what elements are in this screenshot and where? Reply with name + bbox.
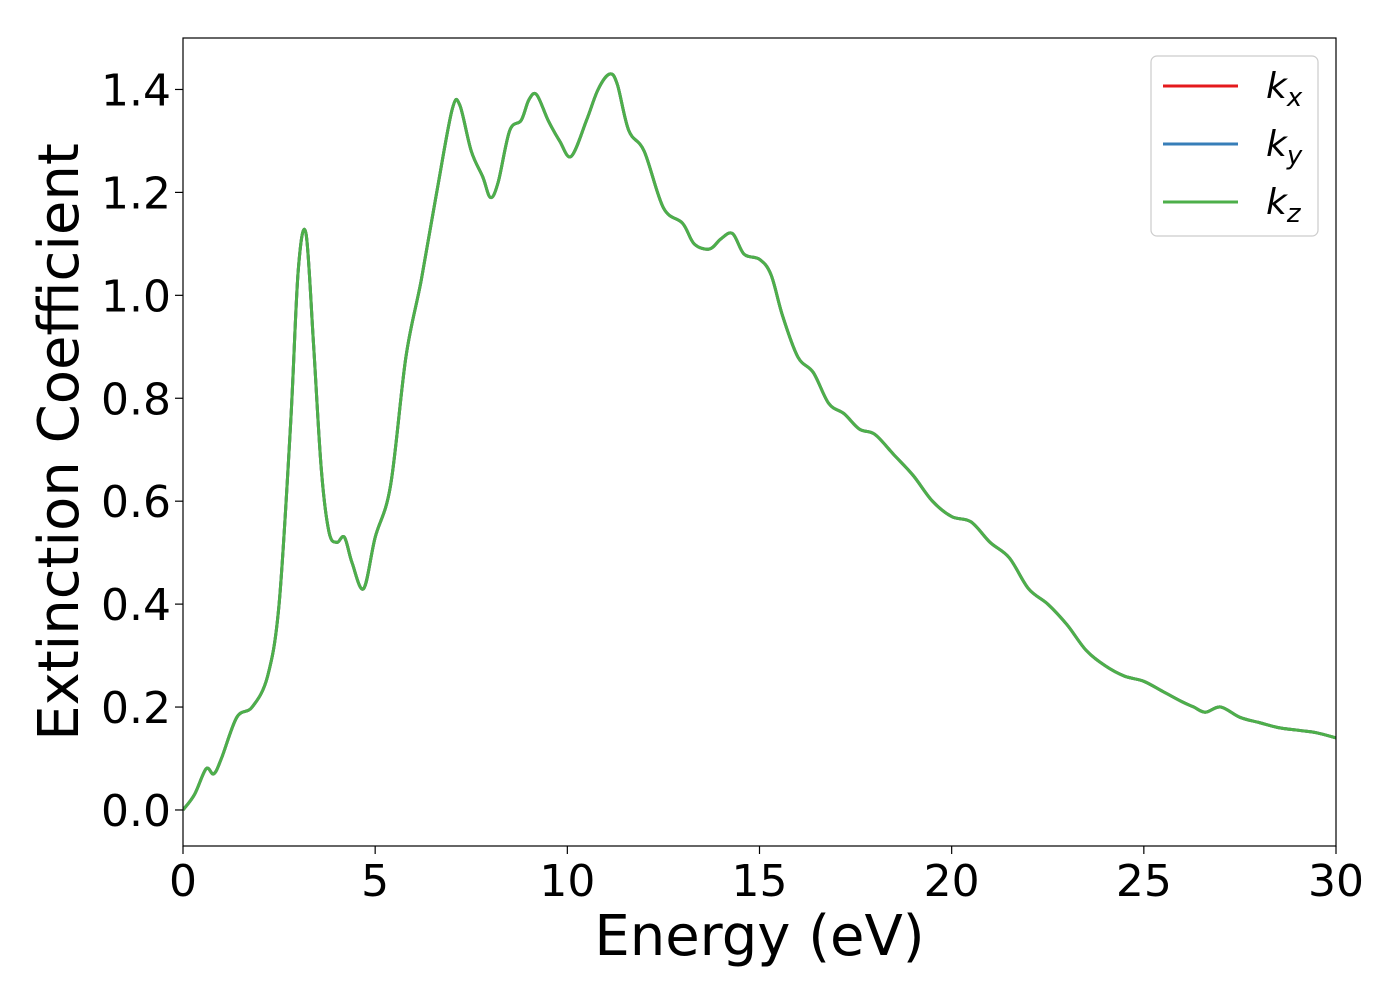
legend-label-kx: kx bbox=[1266, 66, 1303, 113]
x-tick-label: 5 bbox=[361, 856, 389, 907]
y-tick-label: 0.6 bbox=[101, 477, 171, 528]
y-tick-label: 0.8 bbox=[101, 374, 171, 425]
x-tick-label: 10 bbox=[539, 856, 595, 907]
x-axis-title: Energy (eV) bbox=[594, 904, 924, 969]
legend: kx ky kz bbox=[1150, 55, 1319, 237]
x-tick-label: 20 bbox=[924, 856, 980, 907]
y-tick-label: 1.2 bbox=[101, 168, 171, 219]
y-tick-label: 1.4 bbox=[101, 65, 171, 116]
x-tick-label: 0 bbox=[169, 856, 197, 907]
y-tick-label: 0.4 bbox=[101, 580, 171, 631]
series-layer bbox=[183, 72, 1336, 811]
series-line-kz bbox=[183, 72, 1336, 811]
y-tick-label: 1.0 bbox=[101, 271, 171, 322]
y-tick-label: 0.2 bbox=[101, 683, 171, 734]
y-axis-title: Extinction Coefficient bbox=[27, 143, 92, 741]
y-axis: 0.0 0.2 0.4 0.6 0.8 1.0 1.2 1.4 bbox=[101, 65, 183, 837]
x-tick-label: 25 bbox=[1116, 856, 1172, 907]
x-axis: 0 5 10 15 20 25 30 bbox=[169, 846, 1364, 907]
legend-label-kz: kz bbox=[1266, 182, 1302, 229]
y-tick-label: 0.0 bbox=[101, 786, 171, 837]
x-tick-label: 30 bbox=[1308, 856, 1364, 907]
legend-label-ky: ky bbox=[1266, 124, 1303, 171]
x-tick-label: 15 bbox=[732, 856, 788, 907]
legend-box bbox=[1150, 55, 1319, 237]
